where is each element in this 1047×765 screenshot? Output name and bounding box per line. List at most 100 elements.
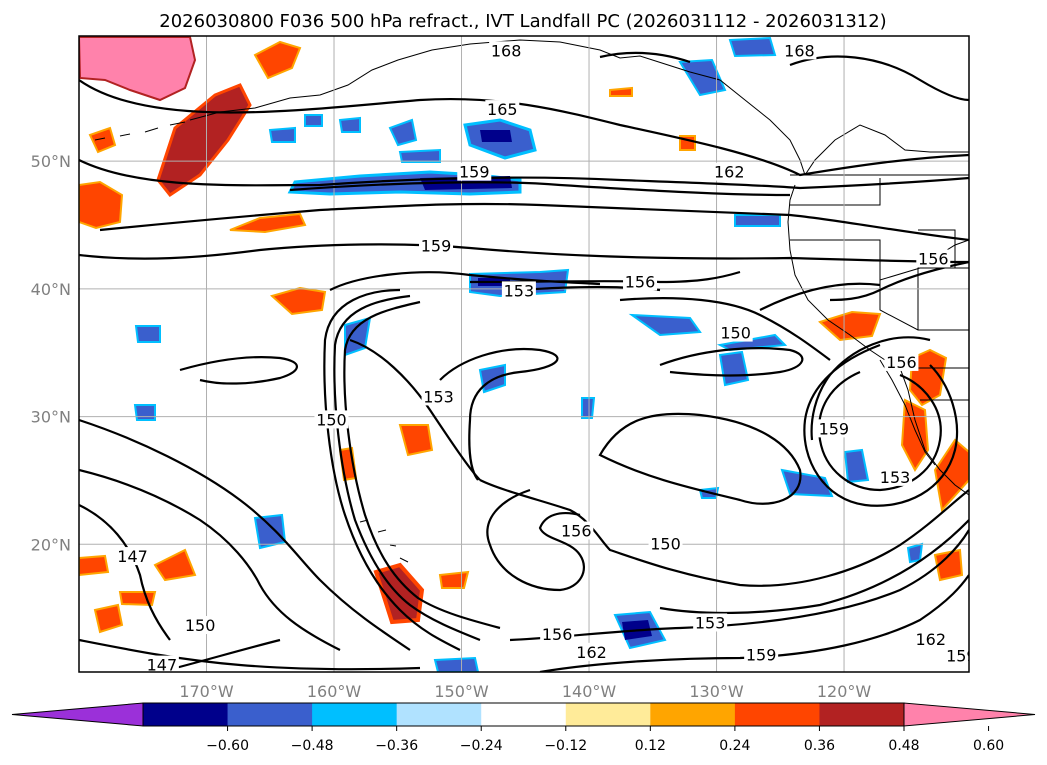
contour-153 [439,348,559,481]
positive-anomaly-region [818,310,882,342]
negative-anomaly-region [716,333,788,352]
contour-label-background [574,642,609,661]
positive-anomaly-region [253,40,302,80]
negative-anomaly-region [581,397,596,419]
contour-label-background [648,534,683,553]
positive-anomaly-region [908,348,948,407]
contour-156 [829,260,969,302]
negative-anomaly-region [480,130,512,142]
contour-168 [789,55,969,102]
contour-loop [343,300,501,630]
contour-loop [333,294,481,642]
colorbar-tick-label: 0.36 [804,738,835,754]
colorbar-segment [565,703,651,726]
colorbar-tick-label: −0.60 [206,738,249,754]
contour-label: 153 [504,281,535,300]
negative-anomaly-region [134,325,161,343]
negative-anomaly-region [728,36,777,58]
colorbar-tick-label: −0.12 [544,738,587,754]
contour-label: 156 [918,249,949,268]
contour-label-background [884,352,919,371]
contour-168 [599,51,691,64]
contour-159 [539,574,969,672]
positive-anomaly-region [79,180,124,230]
state-border [918,229,956,268]
contour-label: 150 [185,616,216,635]
contour-label: 153 [880,468,911,487]
lat-tick-label: 40°N [31,280,71,299]
contour-label-background [878,467,913,486]
contour-label-background [144,655,179,672]
lon-tick-label: 160°W [307,682,362,701]
lat-tick-label: 30°N [31,408,71,427]
lon-tick-label: 130°W [689,682,744,701]
positive-anomaly-region [438,570,470,589]
negative-anomaly-region [133,404,156,421]
refractivity-contours [79,51,969,672]
positive-anomaly-region [79,554,110,577]
positive-anomaly-region [373,562,425,625]
contour-label: 147 [147,656,178,675]
contour-153 [659,519,969,615]
contour-label-background [559,521,594,540]
contour-label: 162 [714,163,745,182]
colorbar-extend-low [11,702,144,727]
contour-label-background [501,281,536,300]
lon-tick-label: 140°W [562,682,617,701]
contour-label-background [916,249,951,268]
contour-150 [659,347,804,377]
positive-anomaly-region [398,424,434,457]
contour-label-background [314,410,349,429]
contour-loop [323,288,461,651]
contour-label-background [485,100,520,119]
lat-tick-label: 20°N [31,535,71,554]
contour-label-background [816,419,851,438]
baja-coast [879,359,936,466]
colorbar-tick-label: −0.48 [291,738,334,754]
contour-label: 159 [746,645,777,664]
figure-title: 2026030800 F036 500 hPa refract., IVT La… [159,11,886,32]
colorbar-tick-label: −0.36 [375,738,418,754]
lon-tick-label: 120°W [817,682,872,701]
negative-anomaly-region [304,114,323,127]
contour-150 [179,356,298,385]
colorbar-tick-label: 0.48 [888,738,919,754]
negative-anomaly-region [780,468,834,498]
contour-label: 159 [459,163,490,182]
colorbar-extend-high [903,702,1036,727]
contour-156 [759,282,881,311]
contour-label: 159 [421,237,452,256]
contour-150 [79,638,421,671]
alaska-coast [189,39,806,176]
contour-165 [79,79,969,177]
contour-150 [79,418,411,651]
positive-anomaly-region [609,86,633,97]
shaded-fields [79,36,969,672]
contour-162 [289,181,791,197]
colorbar-tick-label: −0.24 [460,738,503,754]
positive-anomaly-region [900,398,930,472]
colorbar-tick-label: 0.60 [973,738,1004,754]
contour-156 [486,488,586,592]
contour-label: 156 [542,625,573,644]
lon-tick-label: 150°W [434,682,489,701]
contour-label-background [419,236,454,255]
colorbar-segment [312,703,398,726]
contour-label: 162 [576,643,607,662]
colorbar: −0.60 −0.48 −0.36 −0.24 −0.12 0.12 0.24 0.36 0.4… [11,702,1036,754]
contour-label-background [913,630,948,649]
contour-label-background [718,323,753,342]
contour-label: 159 [819,419,850,438]
coastlines [94,39,969,563]
negative-anomaly-region [843,448,870,484]
positive-anomaly-region [79,36,197,102]
contour-label-background [944,646,969,665]
contour-label-background [693,613,728,632]
negative-anomaly-region [398,148,441,163]
contour-label: 156 [886,353,917,372]
contour-147 [79,468,341,651]
contour-label-background [457,162,492,181]
positive-anomaly-region [153,548,197,582]
contour-label-background [540,624,575,643]
